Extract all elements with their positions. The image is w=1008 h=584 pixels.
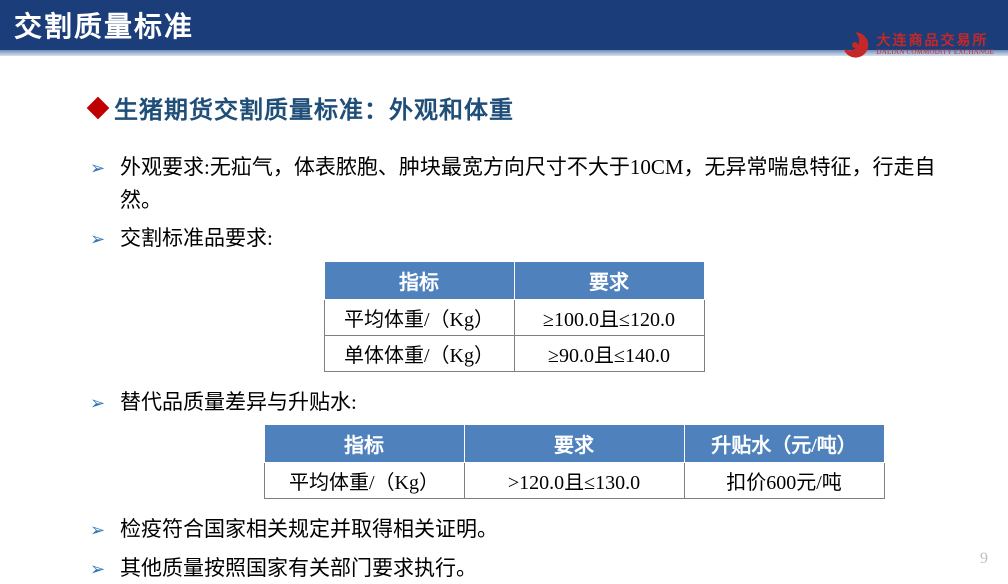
table-cell: 扣价600元/吨 [684, 463, 884, 499]
table-cell: ≥90.0且≤140.0 [514, 335, 704, 371]
table-cell: 平均体重/（Kg） [324, 299, 514, 335]
logo-text-en: DALIAN COMMODITY EXCHANGE [876, 49, 994, 56]
bullet-item: ➢ 检疫符合国家相关规定并取得相关证明。 [90, 513, 938, 546]
table-row: 单体体重/（Kg） ≥90.0且≤140.0 [324, 335, 704, 371]
bullet-item: ➢ 替代品质量差异与升贴水: [90, 386, 938, 419]
page-number: 9 [980, 550, 988, 568]
table-header: 要求 [514, 261, 704, 299]
section-title-text: 生猪期货交割质量标准：外观和体重 [114, 90, 514, 125]
brand-logo: 大连商品交易所 DALIAN COMMODITY EXCHANGE [840, 30, 994, 60]
bullet-item: ➢ 外观要求:无疝气，体表脓胞、肿块最宽方向尺寸不大于10CM，无异常喘息特征，… [90, 151, 938, 216]
bullet-text: 外观要求:无疝气，体表脓胞、肿块最宽方向尺寸不大于10CM，无异常喘息特征，行走… [120, 151, 938, 216]
table-header: 升贴水（元/吨） [684, 425, 884, 463]
diamond-bullet-icon [87, 96, 110, 119]
arrow-icon: ➢ [90, 517, 108, 545]
content-area: 生猪期货交割质量标准：外观和体重 ➢ 外观要求:无疝气，体表脓胞、肿块最宽方向尺… [0, 50, 1008, 584]
table-header: 要求 [464, 425, 684, 463]
bullet-text: 检疫符合国家相关规定并取得相关证明。 [120, 513, 498, 546]
bullet-text: 其他质量按照国家有关部门要求执行。 [120, 552, 477, 584]
table-cell: ≥100.0且≤120.0 [514, 299, 704, 335]
arrow-icon: ➢ [90, 226, 108, 254]
table-header: 指标 [324, 261, 514, 299]
standard-table: 指标 要求 平均体重/（Kg） ≥100.0且≤120.0 单体体重/（Kg） … [324, 261, 705, 372]
arrow-icon: ➢ [90, 390, 108, 418]
substitute-table: 指标 要求 升贴水（元/吨） 平均体重/（Kg） >120.0且≤130.0 扣… [264, 424, 885, 499]
arrow-icon: ➢ [90, 556, 108, 584]
table-row: 平均体重/（Kg） >120.0且≤130.0 扣价600元/吨 [264, 463, 884, 499]
bullet-text: 交割标准品要求: [120, 222, 273, 255]
logo-text-cn: 大连商品交易所 [876, 35, 994, 49]
bullet-item: ➢ 其他质量按照国家有关部门要求执行。 [90, 552, 938, 584]
bullet-item: ➢ 交割标准品要求: [90, 222, 938, 255]
table-header: 指标 [264, 425, 464, 463]
bullet-text: 替代品质量差异与升贴水: [120, 386, 357, 419]
logo-swirl-icon [840, 30, 870, 60]
section-heading: 生猪期货交割质量标准：外观和体重 [90, 90, 938, 125]
page-title: 交割质量标准 [14, 5, 194, 45]
table-cell: >120.0且≤130.0 [464, 463, 684, 499]
table-cell: 单体体重/（Kg） [324, 335, 514, 371]
table-row: 平均体重/（Kg） ≥100.0且≤120.0 [324, 299, 704, 335]
arrow-icon: ➢ [90, 155, 108, 183]
table-cell: 平均体重/（Kg） [264, 463, 464, 499]
